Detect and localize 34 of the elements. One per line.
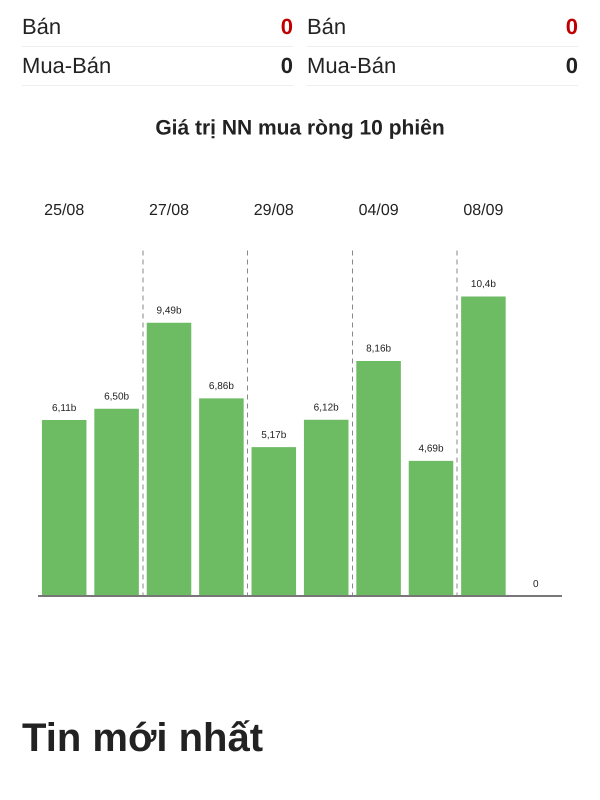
text: Bán (307, 14, 346, 40)
x-tick-label: 08/09 (463, 202, 504, 220)
bar (146, 322, 192, 596)
x-tick-label: 04/09 (358, 202, 399, 220)
data-label: 6,12b (314, 402, 340, 414)
text: 0 (566, 53, 578, 79)
text: 0 (566, 14, 578, 40)
data-label: 6,86b (208, 381, 234, 392)
data-label: 5,17b (261, 430, 287, 441)
bar (199, 398, 244, 596)
bar (304, 420, 348, 596)
text: 0 (280, 14, 293, 40)
x-tick-label: 27/08 (148, 202, 190, 220)
text: Mua-Bán (307, 53, 396, 79)
bar (252, 447, 296, 596)
bar (94, 408, 139, 596)
bar (356, 360, 401, 596)
chart-title: Giá trị NN mua ròng 10 phiên (155, 116, 445, 140)
data-label: 8,16b (366, 344, 392, 355)
text: Mua-Bán (22, 53, 112, 79)
text: Tin mới nhất (22, 716, 264, 761)
x-tick-label: 25/08 (44, 202, 84, 220)
bar (408, 460, 454, 596)
bar (461, 296, 506, 596)
text: 0 (280, 53, 293, 79)
bar (42, 420, 86, 596)
data-label: 6,11b (52, 402, 77, 414)
x-tick-label: 29/08 (254, 202, 294, 220)
data-label: 9,49b (156, 305, 182, 316)
data-label: 10,4b (470, 279, 496, 290)
data-label: 4,69b (418, 444, 444, 455)
data-label: 0 (533, 578, 540, 590)
text: Bán (22, 14, 62, 40)
data-label: 6,50b (104, 392, 130, 403)
